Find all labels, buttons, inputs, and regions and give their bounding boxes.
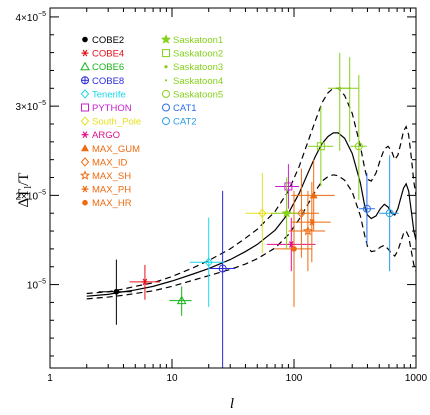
data-point-cobe8: [208, 190, 236, 368]
legend-item-tenerife: Tenerife: [80, 89, 126, 100]
legend-item-max-sh: MAX_SH: [79, 170, 131, 182]
x-tick-label: 10: [166, 373, 178, 384]
data-point-saskatoon5: [350, 74, 367, 200]
data-point-saskatoon4: [340, 57, 359, 142]
y-tick-label: 2×10−5: [15, 189, 46, 202]
legend-label: South_Pole: [92, 117, 141, 128]
data-points: [98, 52, 399, 368]
plot-frame: [49, 7, 417, 369]
data-point-cobe2: [98, 259, 132, 325]
legend-label: Saskatoon2: [173, 49, 223, 60]
y-axis-label: ΔTl/T: [16, 173, 34, 208]
legend-item-cat2: CAT2: [162, 117, 197, 128]
legend-item-saskatoon1: Saskatoon1: [160, 34, 223, 46]
legend-item-saskatoon4: Saskatoon4: [164, 76, 223, 87]
legend-label: MAX_SH: [92, 171, 131, 182]
axis-ticks: 1 10 100 1000 10−5 2×10−5 3×10−5 4×10−5: [15, 8, 428, 384]
x-tick-label: 1000: [405, 373, 428, 384]
legend-item-cobe6: COBE6: [80, 61, 124, 73]
data-point-cat2: [379, 155, 399, 272]
model-curve-dashed: [86, 174, 416, 300]
legend-item-python: PYTHON: [81, 103, 132, 114]
legend: COBE2 COBE4 COBE6 COBE8 Tenerife PYTHON South_…: [79, 34, 223, 209]
legend-item-max-id: MAX_ID: [80, 157, 128, 168]
legend-label: Tenerife: [92, 89, 126, 100]
data-point-max-hr: [275, 190, 312, 307]
y-tick-label: 10−5: [27, 279, 46, 292]
legend-label: COBE2: [92, 35, 124, 46]
legend-label: MAX_ID: [92, 157, 128, 168]
data-point-saskatoon3: [328, 52, 351, 151]
data-point-cobe6: [169, 286, 192, 316]
legend-label: ARGO: [92, 130, 120, 141]
legend-item-cat1: CAT1: [162, 103, 197, 114]
legend-item-max-ph: MAX_PH: [81, 185, 131, 196]
x-axis-label: l: [230, 396, 234, 412]
legend-item-cobe4: COBE4: [81, 49, 124, 60]
legend-item-saskatoon2: Saskatoon2: [162, 49, 223, 60]
y-tick-label: 4×10−5: [15, 11, 46, 24]
legend-label: COBE4: [92, 49, 124, 60]
legend-label: CAT2: [173, 117, 197, 128]
x-tick-label: 1: [47, 373, 53, 384]
legend-label: PYTHON: [92, 103, 132, 114]
x-tick-label: 100: [286, 373, 303, 384]
data-point-max-ph: [291, 181, 331, 263]
y-axis-label-sub: l: [23, 186, 34, 189]
legend-label: MAX_GUM: [92, 144, 140, 155]
legend-label: COBE8: [92, 76, 124, 87]
legend-item-saskatoon5: Saskatoon5: [162, 89, 223, 100]
data-point-tenerife: [189, 217, 225, 307]
legend-label: MAX_HR: [92, 198, 132, 209]
legend-item-max-hr: MAX_HR: [82, 198, 132, 209]
y-tick-label: 3×10−5: [15, 100, 46, 113]
model-curves: [86, 87, 416, 300]
legend-item-cobe8: COBE8: [81, 76, 124, 87]
data-point-max-sh: [288, 190, 326, 272]
data-point-argo: [266, 217, 316, 272]
legend-label: Saskatoon5: [173, 89, 223, 100]
legend-label: Saskatoon1: [173, 35, 223, 46]
legend-item-cobe2: COBE2: [82, 35, 124, 46]
legend-item-argo: ARGO: [81, 130, 120, 141]
data-point-cobe4: [129, 264, 161, 300]
legend-label: COBE6: [92, 62, 124, 73]
legend-item-south-pole: South_Pole: [80, 116, 141, 128]
data-point-saskatoon2: [307, 106, 334, 187]
data-point-saskatoon1: [271, 177, 300, 249]
legend-label: MAX_PH: [92, 185, 131, 196]
legend-item-max-gum: MAX_GUM: [81, 144, 140, 155]
y-axis-label-tail: /T: [16, 173, 32, 186]
y-axis-label-main: ΔT: [16, 189, 32, 208]
legend-label: Saskatoon4: [173, 76, 223, 87]
legend-label: Saskatoon3: [173, 62, 223, 73]
model-curve-solid: [86, 132, 416, 297]
legend-label: CAT1: [173, 103, 197, 114]
legend-item-saskatoon3: Saskatoon3: [164, 62, 223, 73]
data-point-cat1: [358, 173, 375, 245]
